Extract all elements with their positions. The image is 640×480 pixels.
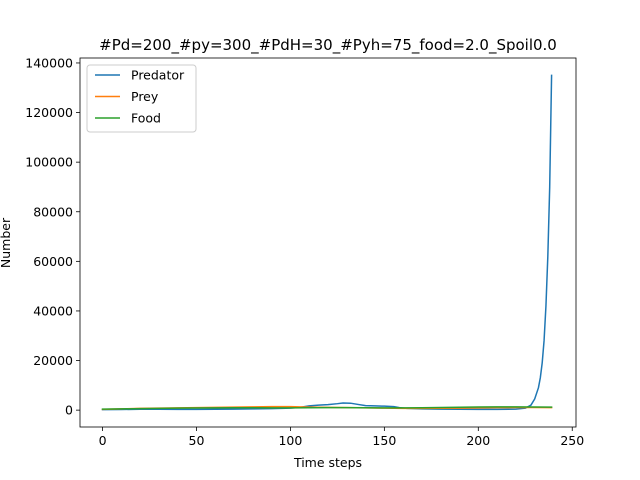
x-tick-label: 200 <box>466 433 490 448</box>
y-tick-label: 60000 <box>33 254 73 269</box>
x-tick-label: 50 <box>189 433 205 448</box>
plot-area: 0 50 100 150 200 250 0 20000 40000 60000 80000 1000… <box>25 55 584 448</box>
x-tick-label: 250 <box>560 433 584 448</box>
y-tick-label: 100000 <box>25 155 73 170</box>
y-tick-label: 120000 <box>25 105 73 120</box>
legend-label-prey: Prey <box>131 89 159 104</box>
x-tick-label: 150 <box>372 433 396 448</box>
y-tick-label: 140000 <box>25 55 73 70</box>
y-axis-label: Number <box>0 217 13 268</box>
y-tick-label: 0 <box>65 403 73 418</box>
legend-label-food: Food <box>131 111 161 126</box>
legend-box <box>86 64 197 133</box>
x-axis-label: Time steps <box>293 455 362 470</box>
chart-title: #Pd=200_#py=300_#PdH=30_#Pyh=75_food=2.0… <box>99 36 557 55</box>
y-tick-label: 20000 <box>33 353 73 368</box>
x-tick-label: 0 <box>99 433 107 448</box>
series-line-predator <box>101 74 553 411</box>
x-tick-label: 100 <box>278 433 302 448</box>
axes-frame <box>79 57 577 428</box>
legend: Predator Prey Food <box>86 64 197 133</box>
y-tick-label: 80000 <box>33 204 73 219</box>
series-line-food <box>101 406 553 410</box>
y-tick-label: 40000 <box>33 303 73 318</box>
legend-label-predator: Predator <box>131 68 185 83</box>
